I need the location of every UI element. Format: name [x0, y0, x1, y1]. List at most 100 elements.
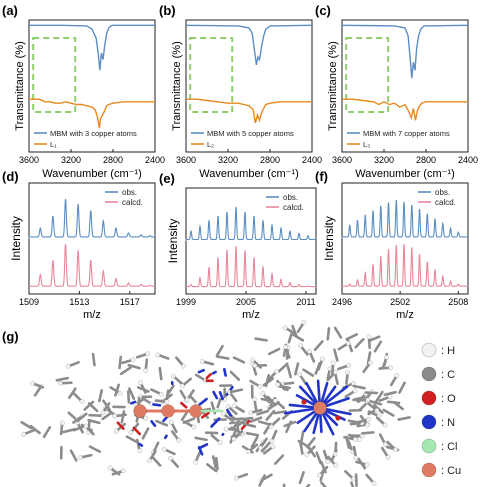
y-axis-label: Transmittance (%)	[171, 41, 183, 130]
panel-label: (d)	[2, 169, 19, 184]
x-tick-label: 2800	[260, 155, 280, 165]
bond	[127, 363, 141, 370]
series-line-ligand	[186, 98, 312, 124]
hydrogen-atom	[374, 408, 380, 413]
hydrogen-atom	[231, 403, 237, 409]
plot-frame	[185, 19, 313, 153]
hydrogen-atom	[272, 398, 278, 404]
bond	[83, 400, 95, 411]
hydrogen-atom	[387, 394, 393, 400]
hydrogen-atom	[352, 436, 358, 442]
legend-label: MBM with 3 copper atoms	[50, 129, 137, 138]
hydrogen-atom	[333, 462, 338, 468]
bond	[354, 337, 365, 349]
bond	[241, 445, 254, 454]
hydrogen-atom	[179, 383, 185, 389]
bond	[180, 401, 188, 409]
bond	[197, 446, 204, 456]
bond	[306, 437, 316, 449]
bond	[223, 368, 227, 377]
bond	[350, 481, 355, 487]
bond	[249, 416, 263, 423]
bond	[212, 390, 219, 400]
bond	[132, 426, 142, 436]
x-tick-label: 2400	[302, 155, 322, 165]
bond	[267, 347, 281, 356]
series-line-ligand	[342, 98, 468, 121]
x-tick-label: 2011	[296, 297, 315, 307]
hydrogen-atom	[167, 455, 173, 461]
hydrogen-atom	[223, 426, 229, 432]
bond	[382, 408, 395, 417]
x-axis-label: m/z	[83, 309, 101, 321]
hydrogen-atom	[283, 344, 289, 350]
hydrogen-atom	[384, 354, 390, 360]
bond	[120, 410, 126, 424]
bond	[291, 324, 298, 338]
hydrogen-atom	[184, 397, 190, 403]
bond	[119, 366, 132, 376]
legend-label: calcd.	[435, 198, 456, 207]
bond	[333, 348, 339, 362]
bond	[274, 454, 285, 465]
hydrogen-atom	[345, 370, 351, 376]
x-tick-label: 2508	[448, 297, 468, 307]
hydrogen-atom	[319, 356, 325, 362]
y-axis-label: Intensity	[322, 216, 336, 261]
bond	[320, 381, 329, 404]
bond	[296, 410, 317, 424]
bond	[72, 424, 86, 432]
bond	[118, 355, 123, 370]
series-line-calculated	[342, 244, 468, 287]
hydrogen-atom	[251, 396, 257, 402]
highlight-box	[32, 37, 77, 113]
y-axis-label: Intensity	[9, 216, 23, 261]
hydrogen-atom	[388, 365, 394, 371]
panel-label: (e)	[159, 171, 175, 186]
hydrogen-atom	[316, 472, 322, 478]
hydrogen-atom	[325, 459, 331, 464]
legend-label: L₃	[363, 140, 370, 149]
bond	[158, 366, 163, 381]
x-tick-label: 2800	[416, 155, 436, 165]
bond	[69, 449, 78, 462]
bond	[114, 383, 121, 397]
bond	[165, 384, 175, 397]
y-axis-label: Intensity	[166, 219, 180, 264]
bond	[42, 426, 52, 439]
hydrogen-atom	[143, 368, 149, 374]
bond	[254, 337, 268, 342]
bond	[98, 388, 104, 403]
hydrogen-atom	[382, 422, 388, 428]
hydrogen-atom	[21, 431, 27, 437]
bond	[298, 471, 305, 485]
bond	[126, 390, 131, 404]
series-line-observed	[28, 198, 155, 239]
x-tick-label: 3200	[374, 155, 394, 165]
hydrogen-atom	[394, 372, 400, 378]
bond	[333, 371, 339, 386]
hydrogen-atom	[176, 437, 182, 443]
bond	[214, 456, 219, 471]
bond	[260, 441, 271, 453]
bond	[283, 420, 297, 428]
hydrogen-atom	[231, 436, 237, 442]
bond	[320, 481, 327, 487]
bond	[398, 381, 406, 394]
x-tick-label: 3600	[332, 155, 352, 165]
bond	[288, 403, 316, 409]
bond	[256, 409, 270, 416]
x-axis-label: m/z	[242, 309, 260, 321]
bond	[283, 407, 316, 415]
hydrogen-atom	[274, 368, 279, 374]
x-tick-label: 1513	[69, 297, 89, 307]
bond	[313, 340, 324, 352]
hydrogen-atom	[147, 458, 152, 464]
panel-label-g: (g)	[2, 329, 19, 344]
bond	[67, 387, 77, 400]
hydrogen-atom	[57, 380, 63, 386]
bond	[87, 418, 101, 425]
bond	[298, 385, 318, 405]
hydrogen-atom	[257, 384, 263, 390]
hydrogen-atom	[113, 428, 119, 434]
